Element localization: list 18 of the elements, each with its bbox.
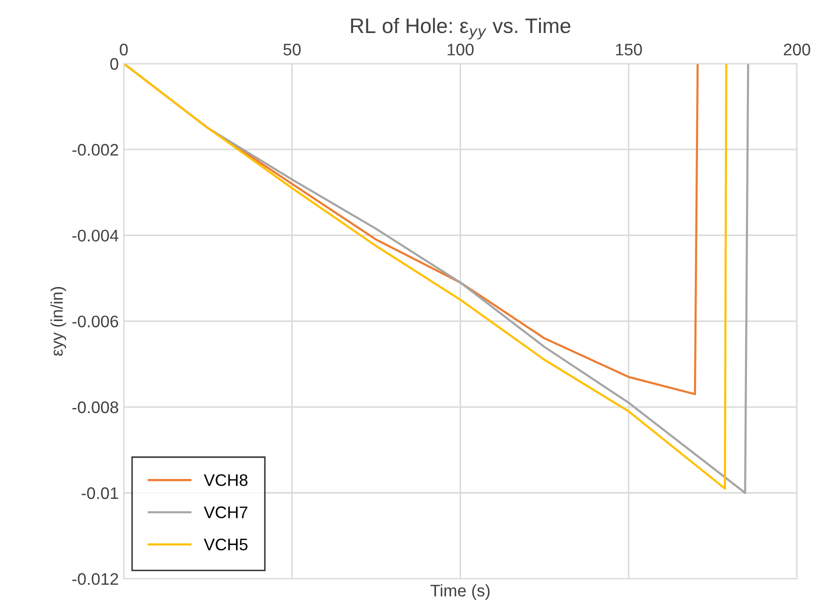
x-axis-title: Time (s) [430,584,490,600]
x-tick-label: 100 [448,44,474,56]
y-axis-title: εyy (in/in) [50,287,66,356]
y-tick-label: 0 [110,58,118,70]
x-tick-label: 50 [283,44,301,56]
y-tick-label: -0.006 [72,316,118,328]
legend-label: VCH5 [204,538,248,550]
y-tick-label: -0.002 [72,144,118,156]
y-tick-label: -0.008 [72,401,118,414]
legend-label: VCH7 [204,506,248,518]
y-tick-label: -0.004 [72,230,118,242]
chart-title: RL of Hole: ε$_{yy}$ vs. Time [351,18,570,40]
x-tick-label: 200 [784,44,810,56]
y-tick-label: -0.012 [72,573,118,585]
x-tick-label: 0 [120,44,128,56]
y-tick-label: -0.01 [82,487,118,500]
x-tick-label: 150 [616,44,642,56]
legend-label: VCH8 [204,474,248,486]
